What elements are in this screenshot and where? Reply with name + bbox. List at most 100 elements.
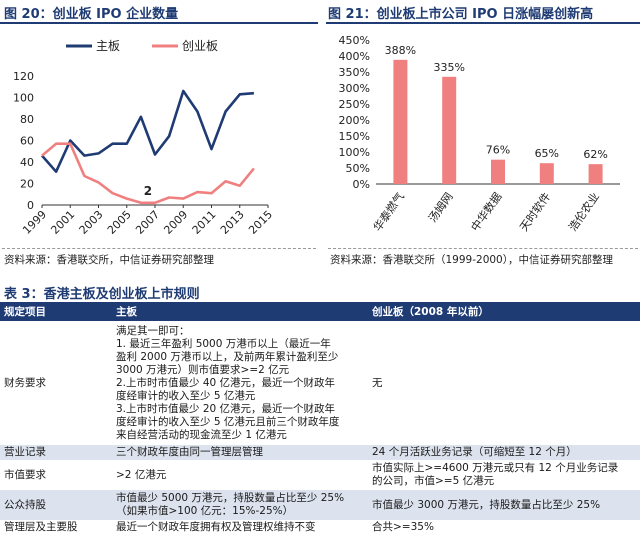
header-main-board: 主板 [112, 302, 368, 321]
x-tick-label: 2009 [161, 208, 190, 237]
y-tick-label: 40 [20, 156, 34, 169]
cell-main-board: 满足其一即可： 1. 最近三年盈利 5000 万港币以上（最近一年 盈利 2000 … [112, 321, 368, 445]
cell-item: 营业记录 [0, 445, 112, 460]
x-tick-label: 2011 [190, 208, 219, 237]
cell-line: 公众持股 [4, 498, 46, 511]
cell-line: 3000 万港元）则市值要求>=2 亿元 [116, 363, 290, 376]
y-tick-label: 250% [339, 98, 370, 111]
x-tick-label: 中华数据 [468, 190, 505, 234]
y-tick-label: 400% [339, 50, 370, 63]
cell-gem: 合共>=35% [368, 520, 640, 535]
data-annotation: 2 [144, 184, 152, 198]
y-tick-label: 100 [13, 92, 34, 105]
table-row: 市值要求 >2 亿港元 市值实际上>=4600 万港元或只有 12 个月业务记录 的公… [0, 460, 640, 490]
cell-line: 市值要求 [4, 468, 46, 481]
y-tick-label: 350% [339, 66, 370, 79]
cell-line: 财务要求 [4, 376, 46, 389]
x-tick-label: 2003 [77, 208, 106, 237]
cell-main-board: 三个财政年度由同一管理层管理 [112, 445, 368, 460]
cell-line: 盈利 2000 万港币以上，及前两年累计盈利至少 [116, 350, 339, 363]
y-tick-label: 60 [20, 135, 34, 148]
fig20-title-rule [0, 22, 318, 24]
cell-line: 管理层及主要股 [4, 521, 78, 533]
y-tick-label: 50% [346, 162, 370, 175]
y-tick-label: 450% [339, 34, 370, 47]
cell-line: 三个财政年度由同一管理层管理 [116, 446, 263, 458]
header-item: 规定项目 [0, 302, 112, 321]
table-header-row: 规定项目 主板 创业板（2008 年以前） [0, 302, 640, 321]
cell-line: 满足其一即可： [116, 324, 190, 337]
bar [539, 163, 554, 184]
cell-line: （如果市值>100 亿元：15%-25%） [116, 505, 294, 517]
fig21-bar-chart: 0% 50% 100% 150% 200% 250% 300% 350% 400% 450% 388… [339, 34, 620, 234]
cell-line: 来自经营活动的现金流至少 1 亿港元 [116, 428, 287, 441]
y-tick-label: 0 [27, 199, 34, 212]
cell-item: 公众持股 [0, 490, 112, 520]
x-tick-label: 2005 [105, 208, 134, 237]
data-label: 335% [433, 61, 464, 74]
x-tick-label: 浩伦农业 [565, 190, 602, 234]
y-tick-label: 0% [353, 178, 370, 191]
bar [442, 76, 457, 184]
data-label: 65% [535, 147, 559, 160]
x-tick-label: 2013 [218, 208, 247, 237]
cell-main-board: 最近一个财政年度拥有权及管理权维持不变 [112, 520, 368, 535]
table3-title: 表 3：香港主板及创业板上市规则 [4, 287, 200, 302]
table-row: 营业记录 三个财政年度由同一管理层管理 24 个月活跃业务记录（可缩短至 12 个月… [0, 445, 640, 460]
legend-label: 主板 [96, 39, 120, 53]
series-line-gem [41, 142, 255, 205]
legend-label: 创业板 [182, 39, 218, 53]
cell-line: 2.上市时市值最少 40 亿港元，最近一个财政年 [116, 376, 336, 389]
data-label: 76% [486, 144, 510, 157]
cell-line: 合共>=35% [372, 521, 434, 533]
cell-line: 24 个月活跃业务记录（可缩短至 12 个月） [372, 446, 577, 458]
cell-line: 最近一个财政年度拥有权及管理权维持不变 [116, 521, 316, 533]
cell-line: 市值实际上>=4600 万港元或只有 12 个月业务记录 [372, 462, 619, 474]
fig21-title-rule [326, 22, 640, 24]
bar [588, 164, 603, 184]
cell-item: 管理层及主要股 [0, 520, 112, 535]
cell-main-board: >2 亿港元 [112, 460, 368, 490]
series-line-main-board [41, 89, 255, 173]
y-tick-label: 100% [339, 146, 370, 159]
cell-line: 度经审计的收入至少 5 亿港元且前三个财政年度 [116, 415, 340, 428]
y-tick-label: 300% [339, 82, 370, 95]
cell-line: 度经审计的收入至少 5 亿港元 [116, 389, 256, 402]
fig21-source: 资料来源：香港联交所（1999-2000），中信证券研究部整理 [330, 254, 613, 266]
fig20-source-rule [2, 248, 316, 249]
cell-gem: 市值实际上>=4600 万港元或只有 12 个月业务记录 的公司，市值>=5 亿港… [368, 460, 640, 490]
x-tick-label: 1999 [20, 208, 49, 237]
cell-line: 市值最少 3000 万港元，持股数量占比至少 25% [372, 498, 601, 511]
cell-line: 1. 最近三年盈利 5000 万港币以上（最近一年 [116, 337, 331, 350]
cell-gem: 24 个月活跃业务记录（可缩短至 12 个月） [368, 445, 640, 460]
cell-line: 的公司，市值>=5 亿港元 [372, 475, 495, 487]
y-tick-label: 120 [13, 70, 34, 83]
cell-gem: 市值最少 3000 万港元，持股数量占比至少 25% [368, 490, 640, 520]
cell-gem: 无 [368, 321, 640, 445]
table-row: 财务要求 满足其一即可： 1. 最近三年盈利 5000 万港币以上（最近一年 盈利 2… [0, 321, 640, 445]
y-tick-label: 150% [339, 130, 370, 143]
cell-line: 3.上市时市值最少 20 亿港元，最近一个财政年 [116, 402, 336, 415]
data-label: 388% [385, 44, 416, 57]
cell-line: 市值最少 5000 万港元，持股数量占比至少 25% [116, 492, 345, 504]
x-tick-label: 汤姆网 [425, 190, 455, 225]
cell-line: >2 亿港元 [116, 468, 167, 481]
x-tick-label: 2007 [133, 208, 162, 237]
y-tick-label: 200% [339, 114, 370, 127]
bar [491, 159, 505, 184]
y-tick-label: 20 [20, 178, 34, 191]
table-row: 公众持股 市值最少 5000 万港元，持股数量占比至少 25% （如果市值>100 … [0, 490, 640, 520]
x-tick-label: 2001 [48, 208, 77, 237]
table-row: 管理层及主要股 最近一个财政年度拥有权及管理权维持不变 合共>=35% [0, 520, 640, 535]
x-tick-label: 2015 [246, 208, 275, 237]
fig20-source: 资料来源：香港联交所，中信证券研究部整理 [4, 254, 214, 266]
x-tick-label: 天时软件 [517, 190, 554, 234]
fig20-title: 图 20：创业板 IPO 企业数量 [4, 7, 179, 22]
fig21-source-rule [328, 248, 638, 249]
x-tick-label: 华泰燃气 [370, 190, 407, 234]
bar [393, 59, 408, 185]
data-label: 62% [583, 148, 607, 161]
cell-line: 营业记录 [4, 446, 46, 458]
header-gem: 创业板（2008 年以前） [368, 302, 640, 321]
